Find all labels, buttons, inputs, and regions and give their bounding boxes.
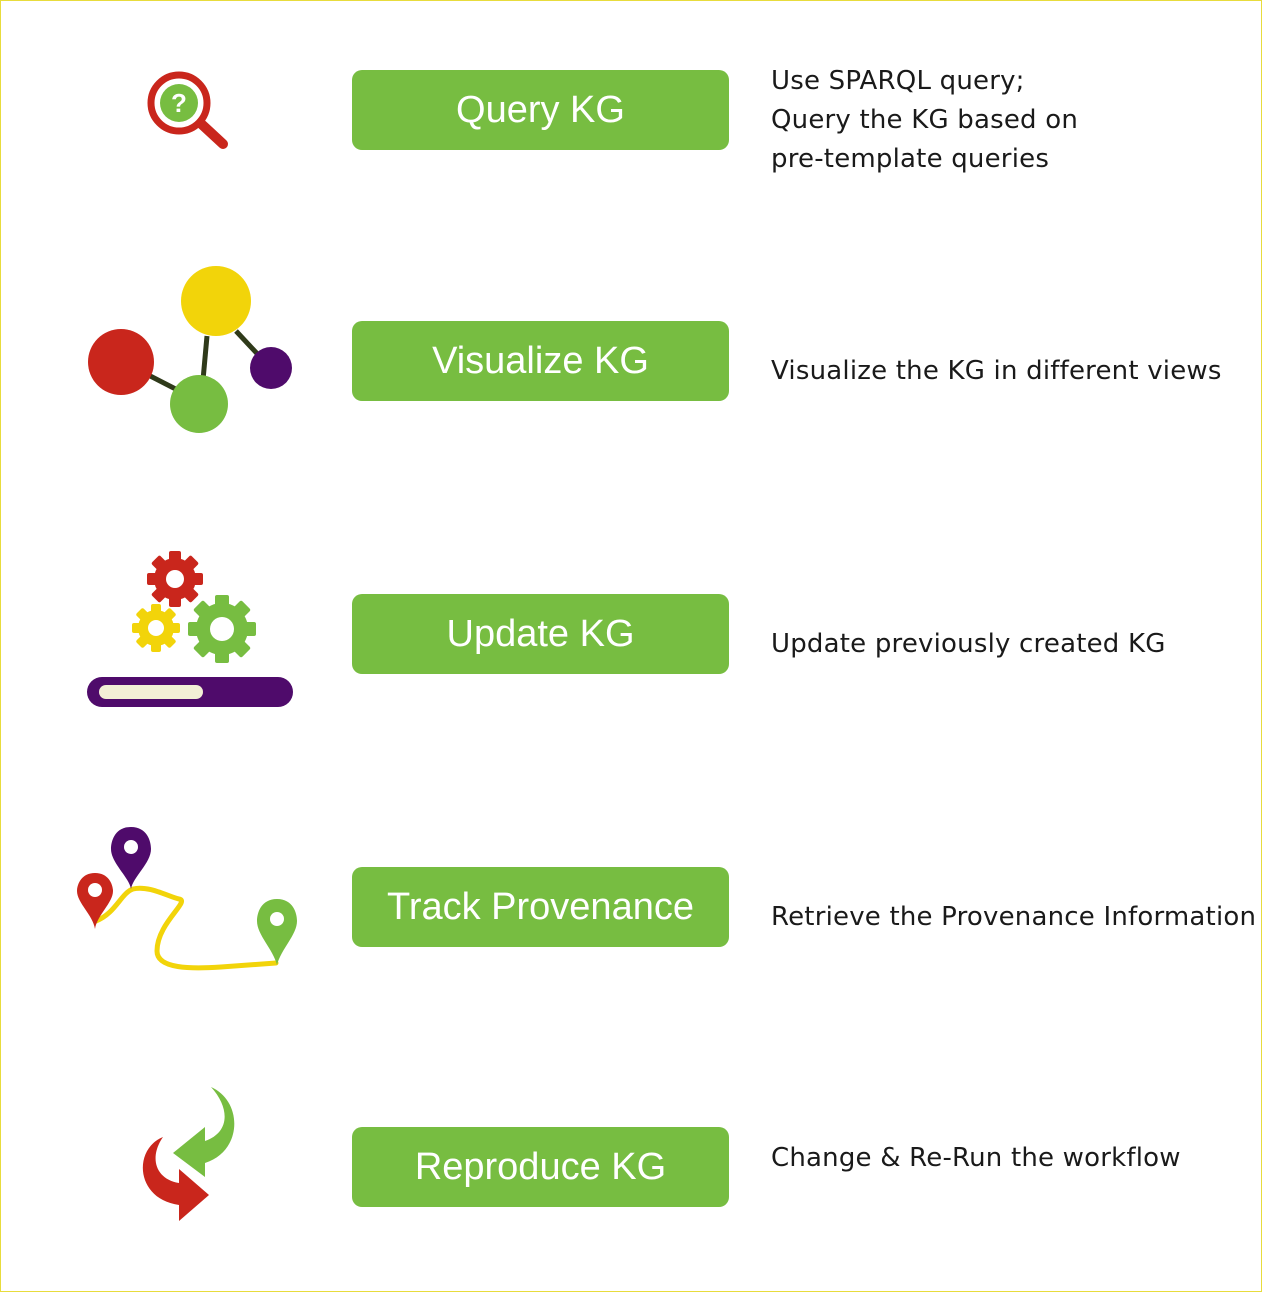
query-kg-button[interactable]: Query KG bbox=[352, 70, 729, 150]
reproduce-kg-button[interactable]: Reproduce KG bbox=[352, 1127, 729, 1207]
cycle-arrows-icon bbox=[142, 1087, 235, 1221]
track-provenance-description: Retrieve the Provenance Information bbox=[771, 898, 1256, 937]
route-pins-icon bbox=[77, 827, 297, 971]
query-kg-description: Use SPARQL query; Query the KG based on … bbox=[771, 62, 1256, 179]
description-line: pre-template queries bbox=[771, 144, 1050, 174]
update-kg-description: Update previously created KG bbox=[771, 625, 1256, 664]
gears-progress-icon bbox=[87, 551, 293, 707]
yellow-gear-icon bbox=[132, 604, 180, 652]
red-gear-icon bbox=[147, 551, 203, 607]
description-line: Change & Re-Run the workflow bbox=[771, 1143, 1181, 1173]
description-line: Update previously created KG bbox=[771, 629, 1166, 659]
graph-nodes-icon bbox=[88, 266, 292, 433]
update-kg-button[interactable]: Update KG bbox=[352, 594, 729, 674]
description-line: Use SPARQL query; bbox=[771, 66, 1025, 96]
row-query: ? Query KG Use SPARQL query; Query the K… bbox=[1, 1, 1263, 241]
description-line: Query the KG based on bbox=[771, 105, 1079, 135]
track-provenance-button[interactable]: Track Provenance bbox=[352, 867, 729, 947]
green-gear-icon bbox=[188, 595, 256, 663]
description-line: Visualize the KG in different views bbox=[771, 356, 1222, 386]
magnifier-question-icon: ? bbox=[147, 71, 228, 149]
row-provenance: Track Provenance Retrieve the Provenance… bbox=[1, 1, 1263, 1031]
row-visualize: Visualize KG Visualize the KG in differe… bbox=[1, 1, 1263, 501]
description-line: Retrieve the Provenance Information bbox=[771, 902, 1257, 932]
visualize-kg-button[interactable]: Visualize KG bbox=[352, 321, 729, 401]
visualize-kg-description: Visualize the KG in different views bbox=[771, 352, 1256, 391]
reproduce-kg-description: Change & Re-Run the workflow bbox=[771, 1139, 1256, 1178]
svg-text:?: ? bbox=[171, 88, 187, 118]
row-update: Update KG Update previously created KG bbox=[1, 1, 1263, 761]
